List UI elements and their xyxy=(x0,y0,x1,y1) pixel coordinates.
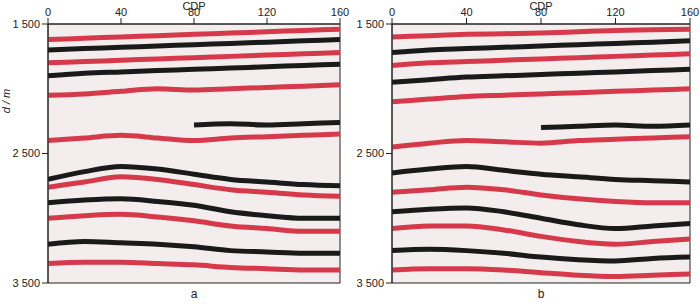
svg-text:1 500: 1 500 xyxy=(12,18,40,30)
svg-text:160: 160 xyxy=(331,6,349,18)
svg-text:2 500: 2 500 xyxy=(12,147,40,159)
svg-text:120: 120 xyxy=(606,6,624,18)
svg-text:1 500: 1 500 xyxy=(356,18,384,30)
svg-text:0: 0 xyxy=(389,6,395,18)
svg-text:40: 40 xyxy=(115,6,127,18)
svg-text:3 500: 3 500 xyxy=(356,277,384,289)
svg-text:160: 160 xyxy=(681,6,699,18)
svg-text:3 500: 3 500 xyxy=(12,277,40,289)
svg-text:120: 120 xyxy=(258,6,276,18)
svg-text:2 500: 2 500 xyxy=(356,147,384,159)
svg-text:0: 0 xyxy=(45,6,51,18)
svg-text:40: 40 xyxy=(460,6,472,18)
